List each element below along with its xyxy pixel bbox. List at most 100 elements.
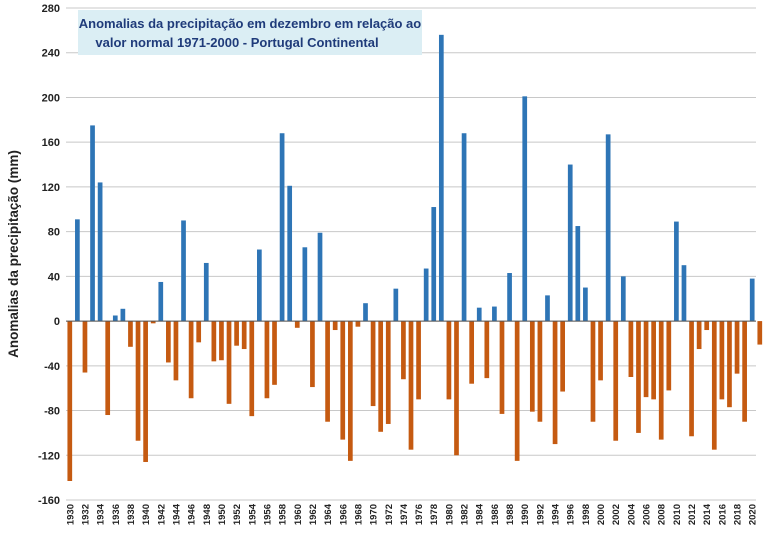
bar-2015 <box>711 321 717 450</box>
bar-1947 <box>196 321 202 343</box>
bar-1936 <box>112 315 118 322</box>
bar-1966 <box>340 321 346 440</box>
x-tick-label: 2006 <box>642 504 653 525</box>
bar-1996 <box>567 164 573 322</box>
x-tick-label: 1960 <box>293 504 304 525</box>
bar-1951 <box>226 321 232 404</box>
x-tick-label: 1938 <box>126 504 137 525</box>
bar-1953 <box>241 321 247 350</box>
bar-1979 <box>438 34 444 322</box>
bar-2014 <box>704 321 710 331</box>
y-axis-label: Anomalias da precipitação (mm) <box>6 150 21 358</box>
bar-1963 <box>317 232 323 322</box>
bar-2004 <box>628 321 634 377</box>
bar-2010 <box>674 221 679 322</box>
bar-1960 <box>294 321 300 328</box>
x-tick-label: 1990 <box>520 504 531 525</box>
bar-1934 <box>97 182 103 322</box>
x-tick-label: 1962 <box>308 504 319 525</box>
x-tick-label: 2016 <box>717 504 728 525</box>
x-tick-label: 1942 <box>156 504 167 525</box>
y-tick-label: 200 <box>42 92 60 104</box>
x-tick-label: 2010 <box>672 504 683 525</box>
y-tick-label: 280 <box>42 3 60 15</box>
bar-1980 <box>446 321 452 400</box>
y-tick-label: 120 <box>42 182 60 194</box>
bars <box>67 34 763 481</box>
bar-1986 <box>492 306 497 322</box>
x-tick-labels: 1930 1932 1934 1936 1938 1940 1942 1944 1946 1948… <box>65 503 758 525</box>
bar-1941 <box>150 321 156 324</box>
x-tick-label: 1964 <box>323 503 334 525</box>
bar-1955 <box>257 249 262 322</box>
bar-1977 <box>423 268 429 322</box>
x-tick-label: 2020 <box>748 504 759 525</box>
x-tick-label: 1998 <box>581 504 592 525</box>
bar-1974 <box>401 321 406 380</box>
bar-1994 <box>552 321 558 445</box>
x-tick-label: 1930 <box>65 504 76 525</box>
x-tick-label: 1948 <box>202 504 213 525</box>
chart-title-line-2: valor normal 1971-2000 - Portugal Contin… <box>95 35 378 50</box>
bar-2005 <box>636 321 641 433</box>
bar-1972 <box>385 321 391 424</box>
bar-1956 <box>264 321 270 399</box>
bar-1940 <box>143 321 148 462</box>
bar-2006 <box>643 321 649 398</box>
bar-1965 <box>332 321 338 331</box>
bar-2021 <box>757 321 763 345</box>
x-tick-label: 2014 <box>702 503 713 525</box>
x-tick-label: 2018 <box>733 504 744 525</box>
bar-1950 <box>219 321 224 361</box>
bar-1971 <box>378 321 384 432</box>
x-tick-label: 2012 <box>687 504 698 525</box>
x-tick-label: 1976 <box>414 504 425 525</box>
bar-1973 <box>393 288 399 322</box>
bar-1949 <box>211 321 217 362</box>
bar-1930 <box>67 321 73 481</box>
bar-1943 <box>166 321 171 363</box>
x-tick-label: 1988 <box>505 504 516 525</box>
bar-1967 <box>347 321 353 461</box>
x-tick-label: 1944 <box>171 503 182 525</box>
bar-2007 <box>651 321 656 400</box>
bar-2018 <box>734 321 740 374</box>
bar-1962 <box>310 321 315 388</box>
bar-2008 <box>658 321 664 440</box>
x-tick-label: 1984 <box>475 503 486 525</box>
x-tick-label: 1950 <box>217 504 228 525</box>
x-tick-label: 2004 <box>626 503 637 525</box>
x-tick-label: 1952 <box>232 504 243 525</box>
title-box <box>78 10 422 55</box>
bar-1938 <box>128 321 133 347</box>
bar-1997 <box>575 226 581 322</box>
y-tick-label: -80 <box>44 406 60 418</box>
x-tick-label: 1932 <box>80 504 91 525</box>
x-tick-label: 1958 <box>278 504 289 525</box>
y-tick-label: 160 <box>42 137 60 149</box>
bar-2012 <box>689 321 694 437</box>
x-tick-label: 1982 <box>460 504 471 525</box>
bar-1988 <box>507 273 512 322</box>
bar-1995 <box>560 321 565 392</box>
x-tick-label: 1994 <box>551 503 562 525</box>
x-tick-label: 1966 <box>338 504 349 525</box>
bar-1946 <box>188 321 194 399</box>
bar-1931 <box>75 219 80 322</box>
bar-1935 <box>105 321 111 416</box>
x-tick-label: 1946 <box>187 504 198 525</box>
x-tick-label: 1970 <box>369 504 380 525</box>
bar-2002 <box>613 321 619 441</box>
bar-1985 <box>484 321 490 379</box>
bar-2000 <box>598 321 603 381</box>
bar-1961 <box>302 247 308 322</box>
y-tick-label: 0 <box>54 316 60 328</box>
bar-2016 <box>719 321 725 400</box>
bar-1942 <box>158 281 164 322</box>
x-tick-label: 2000 <box>596 504 607 525</box>
bar-1937 <box>120 308 126 322</box>
y-tick-label: -120 <box>38 450 60 462</box>
x-tick-label: 1996 <box>566 504 577 525</box>
bar-1984 <box>476 307 482 322</box>
bar-1992 <box>537 321 543 422</box>
